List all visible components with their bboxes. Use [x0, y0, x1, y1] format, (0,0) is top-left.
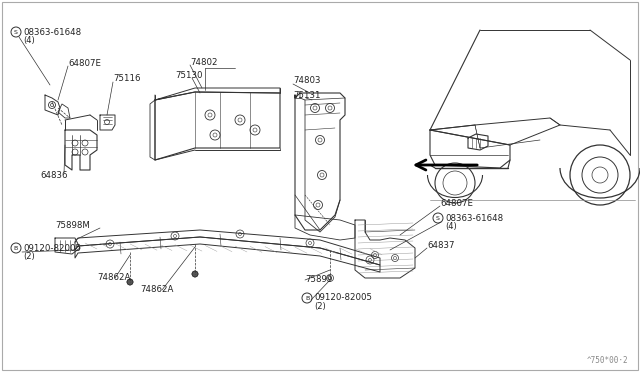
Text: (4): (4) — [23, 35, 35, 45]
Text: 64807E: 64807E — [68, 58, 101, 67]
Text: B: B — [305, 295, 309, 301]
Text: (2): (2) — [23, 251, 35, 260]
Text: 75130: 75130 — [175, 71, 202, 80]
Text: 75116: 75116 — [113, 74, 141, 83]
Text: (2): (2) — [314, 301, 326, 311]
Text: 74802: 74802 — [190, 58, 218, 67]
Circle shape — [127, 279, 133, 285]
Text: 64807E: 64807E — [440, 199, 473, 208]
Text: 75898M: 75898M — [55, 221, 90, 230]
Text: S: S — [436, 215, 440, 221]
Text: (4): (4) — [445, 221, 457, 231]
Text: 64837: 64837 — [427, 241, 454, 250]
Text: B: B — [14, 246, 18, 250]
Text: 08363-61648: 08363-61648 — [445, 214, 503, 222]
Circle shape — [192, 271, 198, 277]
Text: 09120-82005: 09120-82005 — [23, 244, 81, 253]
Text: 08363-61648: 08363-61648 — [23, 28, 81, 36]
Text: ^750*00·2: ^750*00·2 — [586, 356, 628, 365]
Text: 09120-82005: 09120-82005 — [314, 294, 372, 302]
Text: 64836: 64836 — [40, 170, 67, 180]
Text: 74862A: 74862A — [97, 273, 131, 282]
Text: S: S — [14, 29, 18, 35]
Text: 74862A: 74862A — [140, 285, 173, 295]
Text: 74803: 74803 — [293, 76, 321, 84]
Text: 75131: 75131 — [293, 90, 321, 99]
Text: 75899: 75899 — [305, 276, 332, 285]
